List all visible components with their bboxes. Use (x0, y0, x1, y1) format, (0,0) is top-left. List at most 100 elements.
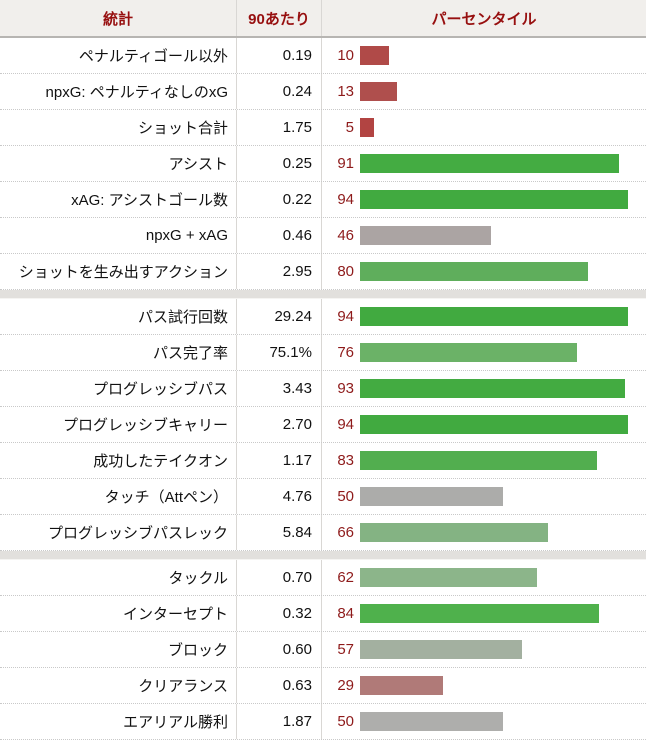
percentile-number: 91 (337, 155, 354, 172)
percentile-number: 76 (337, 344, 354, 361)
percentile-bar (360, 451, 597, 470)
table-row: パス試行回数 29.24 94 (0, 299, 646, 335)
stat-label: タックル (0, 560, 237, 595)
per90-value: 0.24 (237, 74, 322, 109)
table-row: xAG: アシストゴール数 0.22 94 (0, 182, 646, 218)
percentile-number: 84 (337, 605, 354, 622)
percentile-bar (360, 523, 549, 542)
stat-label: ショットを生み出すアクション (0, 254, 237, 289)
stat-label: エアリアル勝利 (0, 704, 237, 739)
percentile-number: 50 (337, 713, 354, 730)
per90-value: 0.60 (237, 632, 322, 667)
header-per90-column: 90あたり (237, 0, 322, 36)
table-row: npxG: ペナルティなしのxG 0.24 13 (0, 74, 646, 110)
percentile-bar (360, 262, 588, 281)
table-row: プログレッシブパスレック 5.84 66 (0, 515, 646, 551)
per90-value: 0.63 (237, 668, 322, 703)
percentile-cell: 62 (322, 560, 646, 595)
section-separator (0, 551, 646, 560)
stat-label: アシスト (0, 146, 237, 181)
table-row: 成功したテイクオン 1.17 83 (0, 443, 646, 479)
percentile-cell: 91 (322, 146, 646, 181)
per90-value: 0.32 (237, 596, 322, 631)
percentile-number: 94 (337, 191, 354, 208)
percentile-bar (360, 307, 628, 326)
percentile-cell: 10 (322, 38, 646, 73)
percentile-number: 66 (337, 524, 354, 541)
percentile-number: 94 (337, 416, 354, 433)
percentile-cell: 93 (322, 371, 646, 406)
per90-value: 0.70 (237, 560, 322, 595)
percentile-number: 29 (337, 677, 354, 694)
percentile-number: 50 (337, 488, 354, 505)
percentile-cell: 94 (322, 407, 646, 442)
percentile-number: 62 (337, 569, 354, 586)
per90-value: 2.70 (237, 407, 322, 442)
per90-value: 1.75 (237, 110, 322, 145)
percentile-bar (360, 712, 503, 731)
table-row: ショットを生み出すアクション 2.95 80 (0, 254, 646, 290)
per90-value: 4.76 (237, 479, 322, 514)
percentile-cell: 50 (322, 479, 646, 514)
stat-label: インターセプト (0, 596, 237, 631)
table-body: ペナルティゴール以外 0.19 10 npxG: ペナルティなしのxG 0.24… (0, 38, 646, 740)
percentile-cell: 94 (322, 182, 646, 217)
percentile-number: 5 (345, 119, 354, 136)
percentile-bar (360, 604, 600, 623)
percentile-cell: 13 (322, 74, 646, 109)
percentile-bar (360, 487, 503, 506)
stat-label: プログレッシブキャリー (0, 407, 237, 442)
stat-label: プログレッシブパスレック (0, 515, 237, 550)
table-row: インターセプト 0.32 84 (0, 596, 646, 632)
header-stat-column: 統計 (0, 0, 237, 36)
percentile-cell: 76 (322, 335, 646, 370)
stat-label: npxG + xAG (0, 218, 237, 253)
percentile-bar (360, 676, 443, 695)
percentile-number: 80 (337, 263, 354, 280)
stat-label: ペナルティゴール以外 (0, 38, 237, 73)
table-row: パス完了率 75.1% 76 (0, 335, 646, 371)
per90-value: 0.22 (237, 182, 322, 217)
percentile-cell: 5 (322, 110, 646, 145)
percentile-cell: 94 (322, 299, 646, 334)
percentile-bar (360, 568, 537, 587)
table-row: ペナルティゴール以外 0.19 10 (0, 38, 646, 74)
table-row: npxG + xAG 0.46 46 (0, 218, 646, 254)
stat-label: プログレッシブパス (0, 371, 237, 406)
stat-label: パス試行回数 (0, 299, 237, 334)
percentile-cell: 46 (322, 218, 646, 253)
table-row: クリアランス 0.63 29 (0, 668, 646, 704)
table-row: タッチ（Attペン） 4.76 50 (0, 479, 646, 515)
per90-value: 1.17 (237, 443, 322, 478)
header-percentile-column: パーセンタイル (431, 10, 537, 28)
percentile-bar (360, 82, 398, 101)
percentile-bar (360, 343, 577, 362)
per90-value: 0.46 (237, 218, 322, 253)
table-row: ショット合計 1.75 5 (0, 110, 646, 146)
percentile-number: 94 (337, 308, 354, 325)
section-separator (0, 290, 646, 299)
percentile-bar (360, 415, 628, 434)
per90-value: 75.1% (237, 335, 322, 370)
percentile-bar (360, 379, 626, 398)
table-row: タックル 0.70 62 (0, 560, 646, 596)
percentile-cell: 29 (322, 668, 646, 703)
percentile-cell: 80 (322, 254, 646, 289)
percentile-number: 10 (337, 47, 354, 64)
stat-label: npxG: ペナルティなしのxG (0, 74, 237, 109)
table-row: プログレッシブキャリー 2.70 94 (0, 407, 646, 443)
percentile-cell: 50 (322, 704, 646, 739)
stat-label: ショット合計 (0, 110, 237, 145)
percentile-bar (360, 190, 628, 209)
percentile-cell: 66 (322, 515, 646, 550)
stat-label: クリアランス (0, 668, 237, 703)
percentile-bar (360, 154, 620, 173)
stat-label: xAG: アシストゴール数 (0, 182, 237, 217)
stat-label: ブロック (0, 632, 237, 667)
per90-value: 3.43 (237, 371, 322, 406)
percentile-number: 93 (337, 380, 354, 397)
percentile-number: 13 (337, 83, 354, 100)
percentile-number: 57 (337, 641, 354, 658)
percentile-bar (360, 118, 375, 137)
